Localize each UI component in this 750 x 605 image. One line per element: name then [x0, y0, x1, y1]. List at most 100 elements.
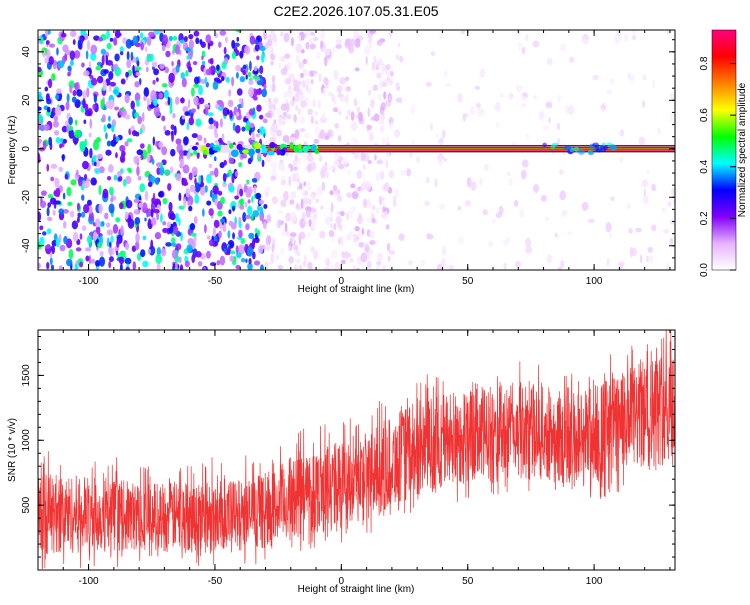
spectrogram-cell [54, 200, 61, 205]
spectrogram-cell [270, 175, 277, 181]
spectrogram-cell [82, 180, 90, 189]
spectrogram-cell [390, 122, 393, 130]
spectrogram-cell [68, 249, 74, 260]
spectrogram-cell [232, 205, 235, 212]
spectrogram-cell [247, 205, 253, 216]
spectrogram-cell [257, 204, 260, 212]
spectrogram-cell [285, 114, 292, 120]
y-tick-label: 40 [21, 46, 32, 58]
spectrogram-cell [216, 79, 223, 84]
spectrogram-cell [245, 258, 248, 264]
spectrogram-cell [304, 132, 310, 139]
spectrogram-cell [261, 88, 268, 98]
spectrogram-cell [314, 120, 319, 125]
spectrogram-cell [253, 65, 258, 72]
spectrogram-y-label: Frequency (Hz) [7, 116, 18, 185]
spectrogram-cell [293, 113, 297, 123]
spectrogram-cell [54, 130, 60, 136]
spectrogram-cell [343, 250, 350, 260]
spectrogram-cell [315, 198, 319, 203]
spectrogram-cell [247, 71, 252, 78]
spectrogram-cell [295, 104, 299, 112]
spectrogram-cell [106, 140, 112, 147]
spectrogram-cell [601, 102, 606, 112]
spectrogram-cell [469, 106, 475, 116]
spectrogram-cell [222, 181, 227, 188]
spectrogram-cell [258, 199, 265, 205]
spectrogram-cell [197, 104, 200, 110]
spectrogram-cell [119, 250, 126, 258]
spectrogram-cell [89, 118, 93, 129]
x-tick-label: -100 [79, 276, 99, 287]
spectrogram-cell [208, 66, 212, 76]
spectrogram-cell [89, 74, 94, 79]
spectrogram-cell [299, 116, 306, 124]
spectrogram-cell [84, 110, 92, 117]
spectrogram-cell [307, 232, 311, 239]
carrier-blob [297, 144, 302, 149]
spectrogram-cell [172, 35, 178, 41]
spectrogram-cell [209, 57, 214, 65]
spectrogram-cell [227, 230, 231, 239]
spectrogram-cell [266, 214, 272, 223]
spectrogram-cell [117, 175, 123, 182]
spectrogram-cell [188, 117, 195, 126]
spectrogram-cell [150, 208, 154, 218]
spectrogram-cell [397, 42, 401, 48]
x-tick-label: 50 [462, 576, 474, 587]
spectrogram-cell [204, 106, 209, 116]
spectrogram-cell [624, 37, 629, 42]
spectrogram-cell [124, 93, 130, 104]
spectrogram-cell [234, 170, 238, 177]
spectrogram-cell [327, 91, 333, 97]
spectrogram-cell [336, 210, 341, 216]
spectrogram-cell [290, 37, 295, 47]
spectrogram-cell [203, 137, 207, 144]
colorbar: 0.0 0.2 0.4 0.6 0.8 Normalized spectral ampl… [699, 29, 748, 277]
spectrogram-cell [44, 244, 51, 249]
spectrogram-cell [460, 30, 465, 35]
spectrogram-cell [521, 169, 527, 180]
spectrogram-cell [270, 252, 275, 264]
spectrogram-cell [248, 87, 254, 98]
spectrogram-cell [105, 101, 110, 109]
spectrogram-cell [261, 159, 265, 168]
x-tick-label: 100 [586, 276, 603, 287]
spectrogram-cell [208, 239, 214, 247]
spectrogram-cell [74, 119, 78, 126]
spectrogram-cell [369, 30, 377, 35]
spectrogram-cell [58, 208, 65, 215]
spectrogram-cell [53, 115, 59, 122]
spectrogram-cell [133, 198, 140, 204]
spectrogram-cell [218, 230, 222, 239]
spectrogram-cell [324, 78, 329, 85]
spectrogram-cell [173, 125, 177, 136]
spectrogram-cell [259, 206, 264, 216]
spectrogram-cell [131, 130, 138, 137]
spectrogram-cell [360, 151, 366, 162]
spectrogram-cell [346, 192, 353, 198]
spectrogram-cell [44, 57, 50, 64]
spectrogram-cell [276, 219, 282, 229]
spectrogram-cell [248, 257, 252, 265]
spectrogram-cell [335, 39, 342, 45]
carrier-blob [261, 147, 268, 154]
spectrogram-cell [170, 237, 176, 244]
spectrogram-cell [173, 225, 179, 235]
spectrogram-cell [542, 125, 550, 130]
spectrogram-cell [360, 252, 368, 263]
spectrogram-cell [369, 240, 376, 245]
colorbar-gradient [712, 30, 736, 270]
spectrogram-cell [185, 187, 191, 198]
spectrogram-cell [191, 166, 198, 176]
spectrogram-cell [474, 85, 481, 90]
spectrogram-cell [336, 194, 343, 203]
spectrogram-cell [388, 95, 393, 102]
spectrogram-cell [665, 262, 669, 270]
spectrogram-cell [99, 250, 104, 257]
spectrogram-cell [50, 163, 58, 169]
spectrogram-cell [273, 119, 277, 125]
spectrogram-cell [277, 264, 284, 270]
spectrogram-cell [126, 50, 130, 61]
spectrogram-cell [140, 41, 144, 51]
